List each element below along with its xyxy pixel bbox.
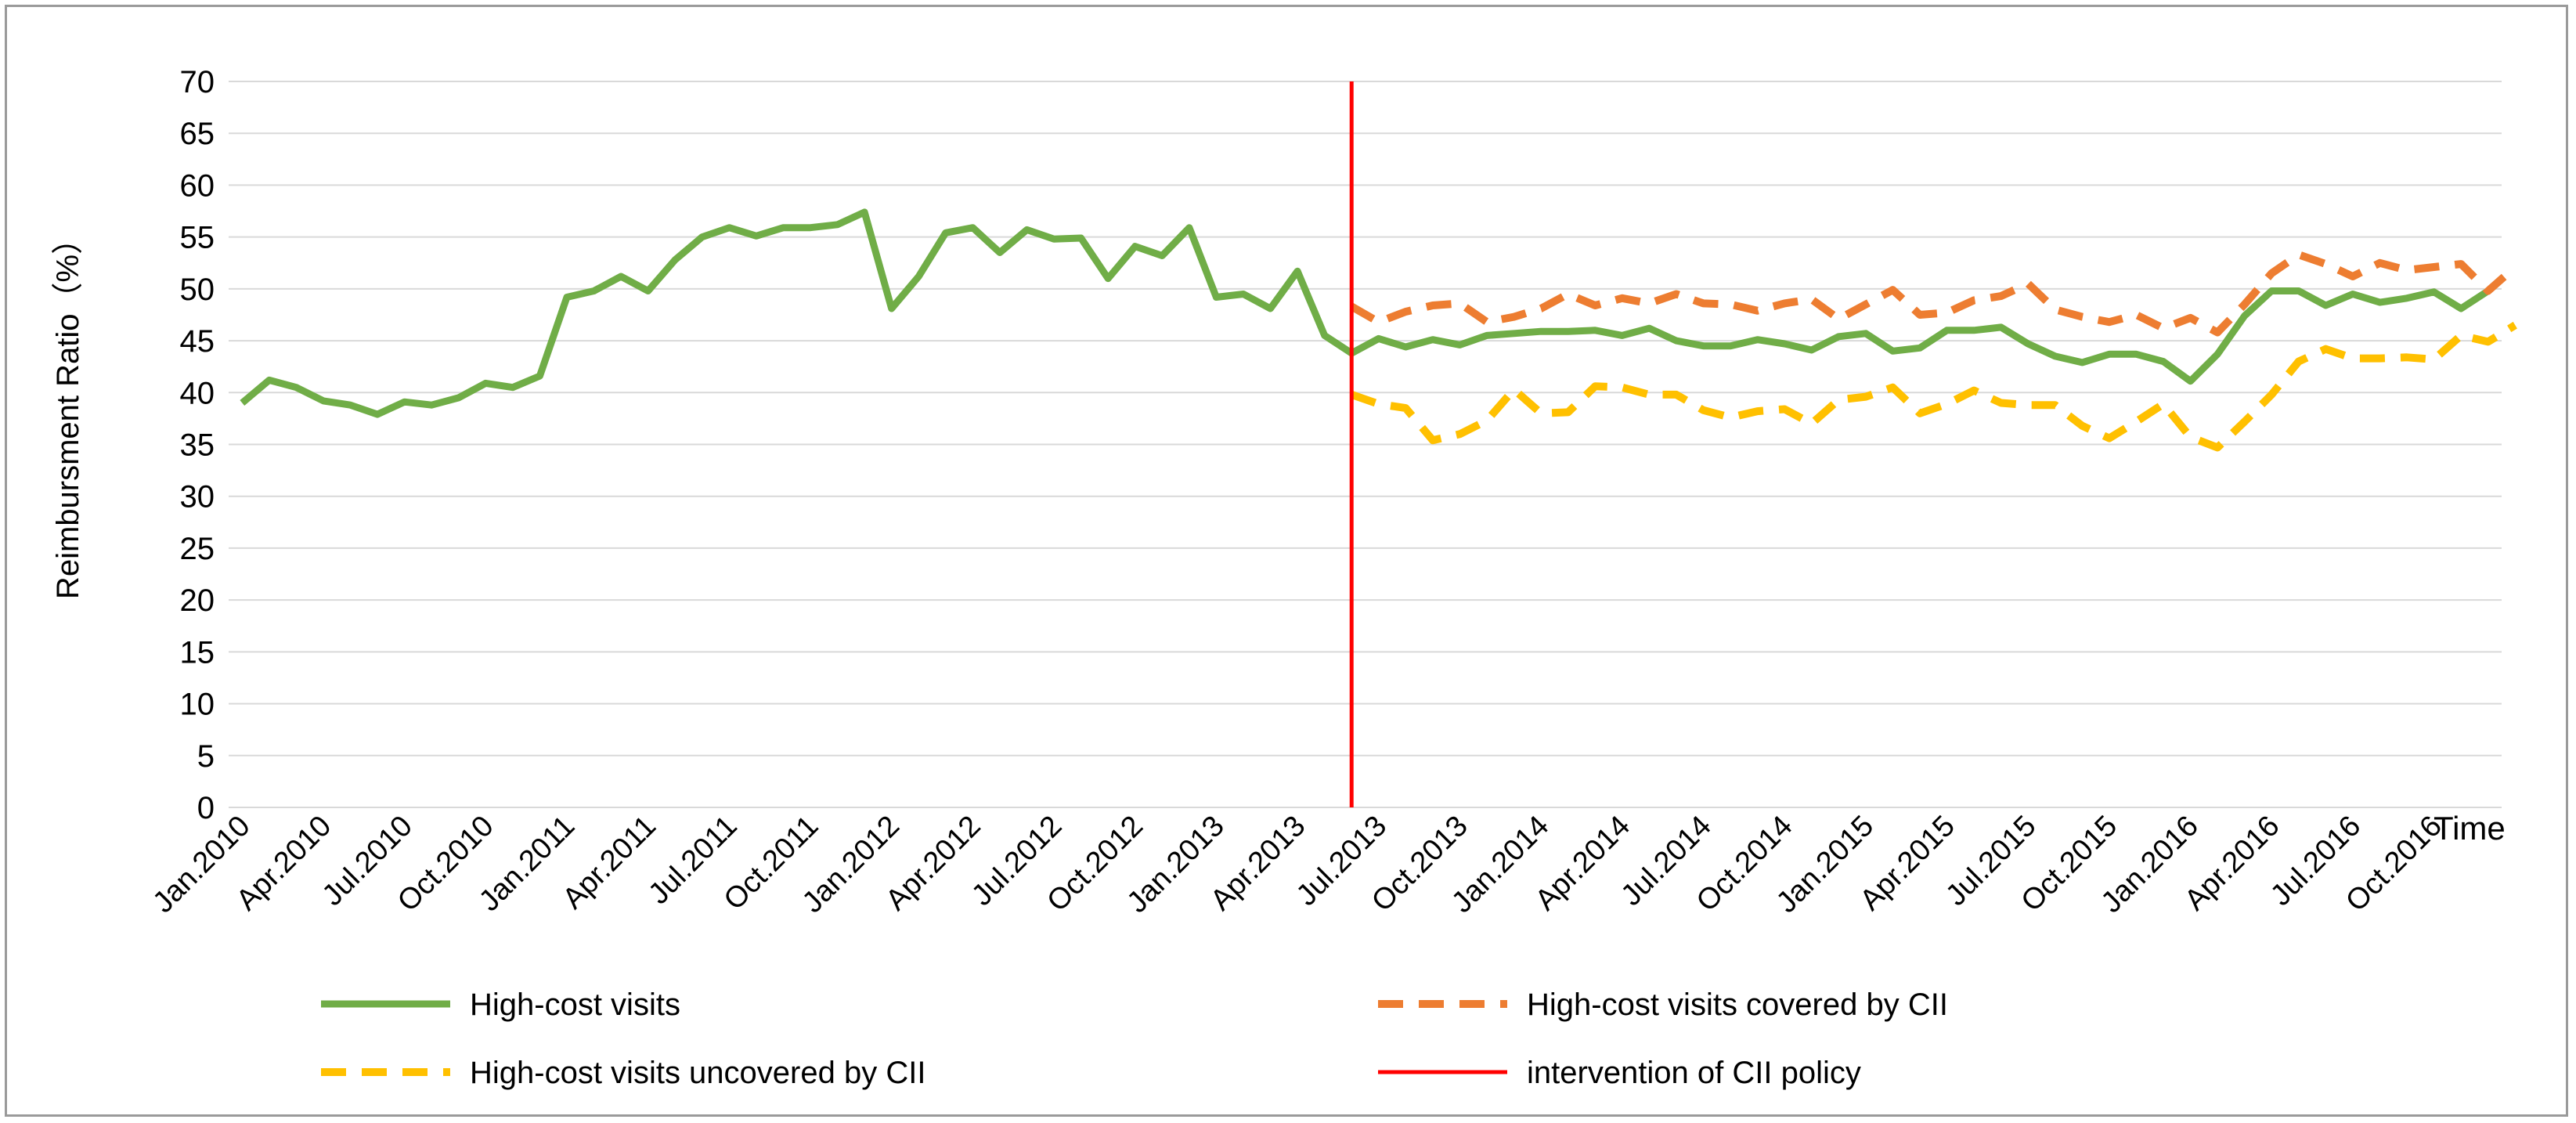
chart-frame	[5, 5, 2568, 1117]
legend-label: High-cost visits uncovered by CII	[470, 1056, 925, 1090]
y-tick-label: 35	[180, 428, 215, 463]
y-tick-label: 40	[180, 376, 215, 410]
series-line-1	[240, 208, 2491, 418]
gridlines	[229, 81, 2502, 808]
legend-label: High-cost visits	[470, 988, 680, 1022]
y-tick-label: 15	[180, 635, 215, 670]
y-tick-label: 10	[180, 688, 215, 722]
series-line-2	[1349, 251, 2518, 337]
y-tick-label: 0	[197, 791, 215, 825]
y-axis-ticks: 0 5 10 15 20 25 30 35 40 45 50 55 60 65 70	[180, 65, 215, 825]
y-axis-label: Reimbursment Ratio（%）	[51, 223, 85, 599]
y-tick-label: 60	[180, 168, 215, 203]
y-tick-label: 20	[180, 583, 215, 618]
legend-label: High-cost visits covered by CII	[1527, 988, 1948, 1022]
y-tick-label: 45	[180, 324, 215, 359]
y-tick-label: 55	[180, 221, 215, 255]
legend: High-cost visits High-cost visits covered…	[321, 988, 1948, 1090]
y-tick-label: 50	[180, 273, 215, 307]
y-tick-label: 70	[180, 65, 215, 99]
y-tick-label: 30	[180, 480, 215, 515]
y-tick-label: 25	[180, 532, 215, 566]
series-lines	[240, 208, 2518, 452]
y-tick-label: 5	[197, 739, 215, 774]
series-line-3	[1350, 321, 2517, 452]
legend-label: intervention of CII policy	[1527, 1056, 1861, 1090]
x-axis-label: Time	[2433, 810, 2506, 847]
x-axis-ticks: Jan.2010Apr.2010Jul.2010Oct.2010Jan.2011…	[146, 810, 2448, 919]
y-tick-label: 65	[180, 117, 215, 151]
